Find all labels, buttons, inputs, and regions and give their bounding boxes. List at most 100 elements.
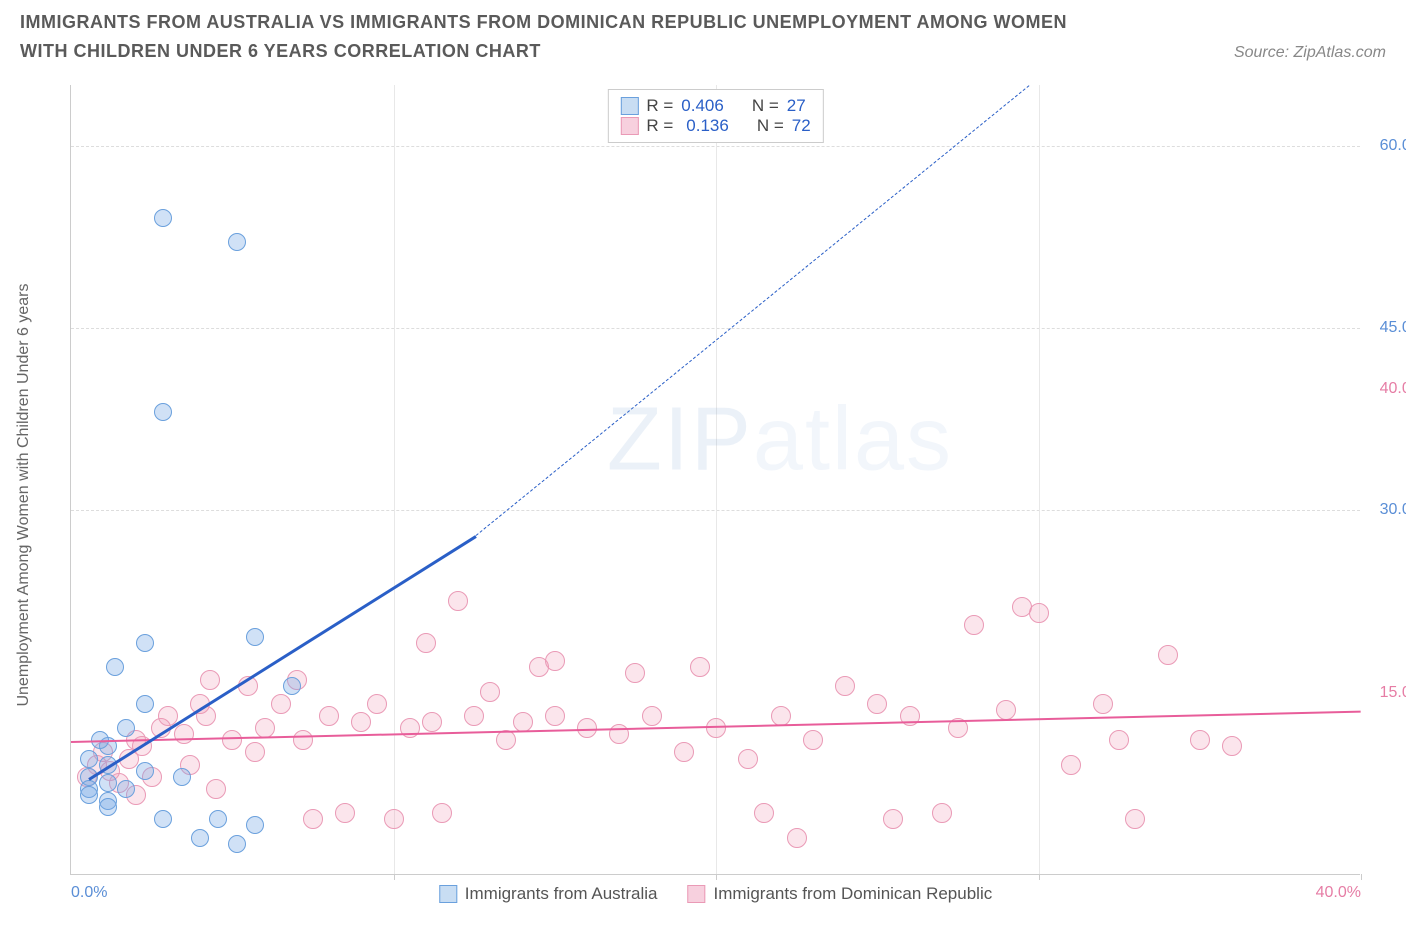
n-value-1: 27 bbox=[787, 96, 806, 116]
data-point bbox=[80, 786, 98, 804]
data-point bbox=[432, 803, 452, 823]
data-point bbox=[448, 591, 468, 611]
data-point bbox=[625, 663, 645, 683]
watermark-light: atlas bbox=[753, 390, 953, 490]
y-tick-label-blue: 30.0% bbox=[1380, 501, 1406, 519]
legend-row-series2: R = 0.136 N = 72 bbox=[620, 116, 810, 136]
data-point bbox=[80, 750, 98, 768]
data-point bbox=[1109, 730, 1129, 750]
chart-container: Unemployment Among Women with Children U… bbox=[20, 75, 1390, 905]
data-point bbox=[319, 706, 339, 726]
data-point bbox=[754, 803, 774, 823]
data-point bbox=[416, 633, 436, 653]
data-point bbox=[222, 730, 242, 750]
data-point bbox=[367, 694, 387, 714]
source-attribution: Source: ZipAtlas.com bbox=[1234, 44, 1386, 66]
data-point bbox=[136, 634, 154, 652]
plot-area: ZIPatlas R = 0.406 N = 27 R = 0.136 N = … bbox=[70, 85, 1360, 875]
r-label-1: R = bbox=[646, 96, 673, 116]
n-label-2: N = bbox=[757, 116, 784, 136]
data-point bbox=[154, 810, 172, 828]
data-point bbox=[303, 809, 323, 829]
data-point bbox=[173, 768, 191, 786]
data-point bbox=[99, 774, 117, 792]
data-point bbox=[835, 676, 855, 696]
data-point bbox=[883, 809, 903, 829]
x-min-label: 0.0% bbox=[71, 884, 107, 902]
data-point bbox=[209, 810, 227, 828]
data-point bbox=[480, 682, 500, 702]
data-point bbox=[803, 730, 823, 750]
data-point bbox=[513, 712, 533, 732]
data-point bbox=[1029, 603, 1049, 623]
r-value-2: 0.136 bbox=[681, 116, 729, 136]
trend-line bbox=[476, 85, 1029, 535]
data-point bbox=[690, 657, 710, 677]
watermark-bold: ZIP bbox=[607, 390, 753, 490]
data-point bbox=[271, 694, 291, 714]
watermark-logo: ZIPatlas bbox=[607, 389, 953, 492]
legend-row-series1: R = 0.406 N = 27 bbox=[620, 96, 810, 116]
data-point bbox=[245, 742, 265, 762]
n-value-2: 72 bbox=[792, 116, 811, 136]
chart-title: IMMIGRANTS FROM AUSTRALIA VS IMMIGRANTS … bbox=[20, 8, 1120, 66]
data-point bbox=[154, 209, 172, 227]
data-point bbox=[191, 829, 209, 847]
data-point bbox=[99, 798, 117, 816]
data-point bbox=[867, 694, 887, 714]
data-point bbox=[996, 700, 1016, 720]
data-point bbox=[642, 706, 662, 726]
data-point bbox=[117, 719, 135, 737]
data-point bbox=[787, 828, 807, 848]
series-legend: Immigrants from Australia Immigrants fro… bbox=[439, 884, 992, 904]
data-point bbox=[422, 712, 442, 732]
data-point bbox=[228, 233, 246, 251]
data-point bbox=[136, 762, 154, 780]
data-point bbox=[206, 779, 226, 799]
trend-line bbox=[89, 535, 478, 781]
data-point bbox=[200, 670, 220, 690]
y-tick-label-blue: 60.0% bbox=[1380, 137, 1406, 155]
data-point bbox=[246, 628, 264, 646]
r-label-2: R = bbox=[646, 116, 673, 136]
data-point bbox=[228, 835, 246, 853]
data-point bbox=[293, 730, 313, 750]
swatch-series1 bbox=[620, 97, 638, 115]
data-point bbox=[283, 677, 301, 695]
data-point bbox=[335, 803, 355, 823]
data-point bbox=[1125, 809, 1145, 829]
x-max-label: 40.0% bbox=[1316, 884, 1361, 902]
data-point bbox=[1190, 730, 1210, 750]
swatch-series1-bottom bbox=[439, 885, 457, 903]
legend-item-series2: Immigrants from Dominican Republic bbox=[688, 884, 993, 904]
data-point bbox=[136, 695, 154, 713]
data-point bbox=[351, 712, 371, 732]
y-tick-label-pink: 15.0% bbox=[1380, 684, 1406, 702]
data-point bbox=[674, 742, 694, 762]
data-point bbox=[1093, 694, 1113, 714]
data-point bbox=[932, 803, 952, 823]
data-point bbox=[1158, 645, 1178, 665]
data-point bbox=[117, 780, 135, 798]
data-point bbox=[545, 651, 565, 671]
correlation-legend: R = 0.406 N = 27 R = 0.136 N = 72 bbox=[607, 89, 823, 143]
y-tick-label-pink: 40.0% bbox=[1380, 380, 1406, 398]
data-point bbox=[496, 730, 516, 750]
n-label-1: N = bbox=[752, 96, 779, 116]
data-point bbox=[545, 706, 565, 726]
y-tick-label-blue: 45.0% bbox=[1380, 319, 1406, 337]
data-point bbox=[246, 816, 264, 834]
y-axis-title: Unemployment Among Women with Children U… bbox=[15, 283, 33, 706]
data-point bbox=[706, 718, 726, 738]
series1-name: Immigrants from Australia bbox=[465, 884, 658, 904]
data-point bbox=[464, 706, 484, 726]
data-point bbox=[1061, 755, 1081, 775]
data-point bbox=[106, 658, 124, 676]
data-point bbox=[1222, 736, 1242, 756]
data-point bbox=[771, 706, 791, 726]
data-point bbox=[255, 718, 275, 738]
series2-name: Immigrants from Dominican Republic bbox=[714, 884, 993, 904]
data-point bbox=[154, 403, 172, 421]
chart-header: IMMIGRANTS FROM AUSTRALIA VS IMMIGRANTS … bbox=[0, 0, 1406, 66]
swatch-series2-bottom bbox=[688, 885, 706, 903]
